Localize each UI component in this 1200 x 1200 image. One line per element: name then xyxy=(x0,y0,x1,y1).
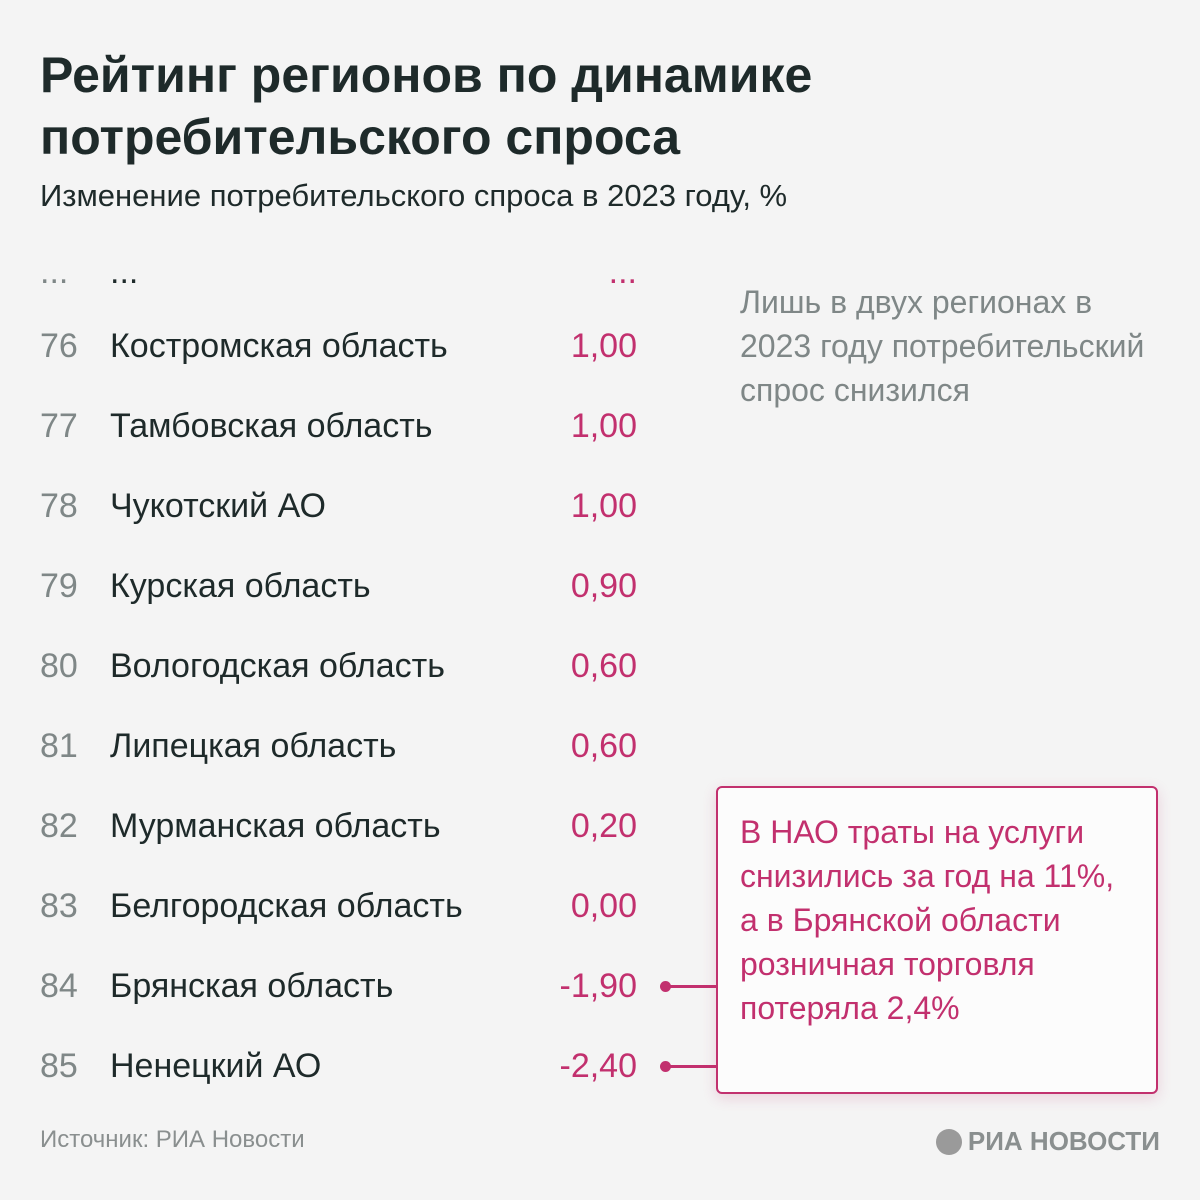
value: 0,90 xyxy=(570,567,637,605)
page-title: Рейтинг регионов по динамике потребитель… xyxy=(40,47,813,165)
table-row: 80 Вологодская область 0,60 xyxy=(0,636,700,696)
table-row: 85 Ненецкий АО -2,40 xyxy=(0,1036,717,1096)
callout-box: В НАО траты на услуги снизились за год н… xyxy=(716,786,1158,1094)
value: 1,00 xyxy=(570,327,637,365)
rank: 78 xyxy=(40,487,78,525)
region-name: Курская область xyxy=(110,567,371,605)
table-row: 82 Мурманская область 0,20 xyxy=(0,796,700,856)
table-row: 81 Липецкая область 0,60 xyxy=(0,716,700,776)
value: -1,90 xyxy=(559,967,638,1005)
rank: 85 xyxy=(40,1047,78,1085)
source: Источник: РИА Новости xyxy=(40,1126,305,1153)
rank: 76 xyxy=(40,327,78,365)
logo: РИА НОВОСТИ xyxy=(935,1126,1160,1157)
rank: 79 xyxy=(40,567,78,605)
connector-line xyxy=(665,1065,717,1068)
rank: 83 xyxy=(40,887,78,925)
region-name: ... xyxy=(110,253,139,291)
value: 1,00 xyxy=(570,407,637,445)
region-name: Мурманская область xyxy=(110,807,441,845)
logo-text: РИА НОВОСТИ xyxy=(967,1126,1160,1156)
value: 0,60 xyxy=(570,647,637,685)
value: 0,20 xyxy=(570,807,637,845)
ria-logo-icon xyxy=(935,1128,962,1155)
value: -2,40 xyxy=(559,1047,638,1085)
region-name: Вологодская область xyxy=(110,647,445,685)
value: 0,60 xyxy=(570,727,637,765)
rank: 81 xyxy=(40,727,78,765)
ellipsis-row: ... ... ... xyxy=(0,242,700,302)
table-row: 78 Чукотский АО 1,00 xyxy=(0,476,700,536)
value: 0,00 xyxy=(570,887,637,925)
region-name: Брянская область xyxy=(110,967,394,1005)
region-name: Чукотский АО xyxy=(110,487,326,525)
region-name: Тамбовская область xyxy=(110,407,433,445)
table-row: 77 Тамбовская область 1,00 xyxy=(0,396,700,456)
table-row: 76 Костромская область 1,00 xyxy=(0,316,700,376)
callout-text: В НАО траты на услуги снизились за год н… xyxy=(740,814,1115,1026)
region-name: Костромская область xyxy=(110,327,448,365)
table-row: 84 Брянская область -1,90 xyxy=(0,956,717,1016)
table-row: 83 Белгородская область 0,00 xyxy=(0,876,700,936)
connector-line xyxy=(665,985,717,988)
rank: 82 xyxy=(40,807,78,845)
region-name: Ненецкий АО xyxy=(110,1047,322,1085)
rank: 80 xyxy=(40,647,78,685)
subtitle: Изменение потребительского спроса в 2023… xyxy=(40,178,788,213)
rank: 77 xyxy=(40,407,78,445)
rank: 84 xyxy=(40,967,78,1005)
connector-dot xyxy=(660,981,671,992)
region-name: Липецкая область xyxy=(110,727,397,765)
table-row: 79 Курская область 0,90 xyxy=(0,556,700,616)
rank: ... xyxy=(40,253,69,291)
region-name: Белгородская область xyxy=(110,887,463,925)
value: 1,00 xyxy=(570,487,637,525)
connector-dot xyxy=(660,1061,671,1072)
value: ... xyxy=(608,253,637,291)
side-note: Лишь в двух регионах в 2023 году потреби… xyxy=(740,284,1145,408)
